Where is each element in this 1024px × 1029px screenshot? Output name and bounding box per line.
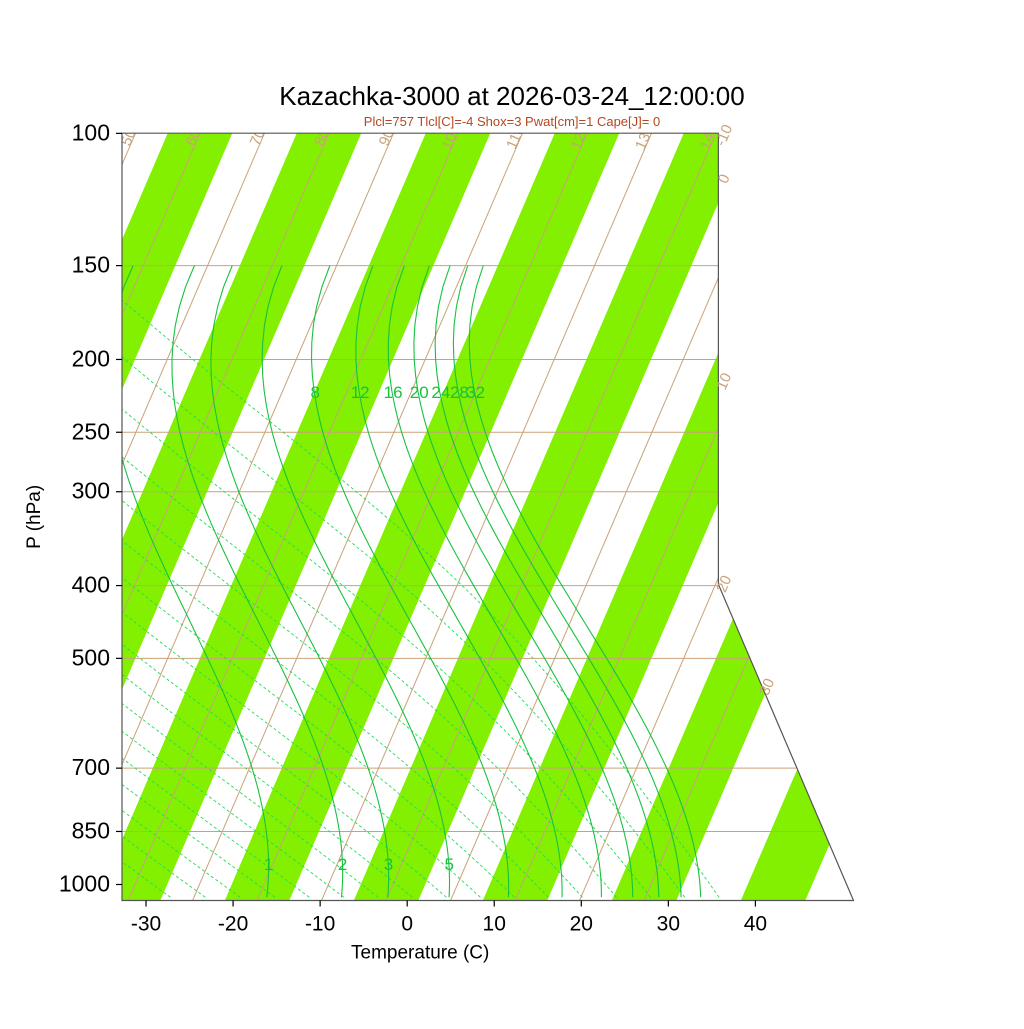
svg-text:850: 850	[72, 817, 110, 843]
svg-text:3: 3	[384, 855, 393, 874]
svg-text:250: 250	[72, 418, 110, 444]
svg-text:300: 300	[72, 478, 110, 504]
svg-text:5: 5	[444, 855, 453, 874]
svg-text:32: 32	[466, 383, 485, 402]
svg-text:P (hPa): P (hPa)	[24, 485, 45, 549]
svg-text:Kazachka-3000 at 2026-03-24_12: Kazachka-3000 at 2026-03-24_12:00:00	[279, 81, 744, 111]
svg-text:12: 12	[351, 383, 370, 402]
svg-text:2: 2	[338, 855, 347, 874]
svg-text:400: 400	[72, 572, 110, 598]
svg-text:-30: -30	[131, 913, 161, 936]
svg-text:100: 100	[72, 119, 110, 145]
svg-text:Plcl=757 Tlcl[C]=-4 Shox=3 Pwa: Plcl=757 Tlcl[C]=-4 Shox=3 Pwat[cm]=1 Ca…	[364, 114, 660, 129]
svg-text:1000: 1000	[59, 870, 110, 896]
svg-text:500: 500	[72, 644, 110, 670]
svg-text:Temperature (C): Temperature (C)	[351, 943, 489, 964]
svg-text:40: 40	[744, 913, 767, 936]
svg-text:200: 200	[72, 345, 110, 371]
svg-text:10: 10	[483, 913, 506, 936]
svg-text:24: 24	[431, 383, 450, 402]
svg-text:1: 1	[264, 855, 273, 874]
svg-text:16: 16	[384, 383, 403, 402]
svg-text:-20: -20	[218, 913, 248, 936]
svg-text:30: 30	[657, 913, 680, 936]
svg-text:150: 150	[72, 252, 110, 278]
svg-text:20: 20	[410, 383, 429, 402]
svg-text:20: 20	[570, 913, 593, 936]
svg-text:8: 8	[310, 383, 319, 402]
svg-text:0: 0	[401, 913, 413, 936]
svg-text:700: 700	[72, 754, 110, 780]
svg-text:-10: -10	[305, 913, 335, 936]
